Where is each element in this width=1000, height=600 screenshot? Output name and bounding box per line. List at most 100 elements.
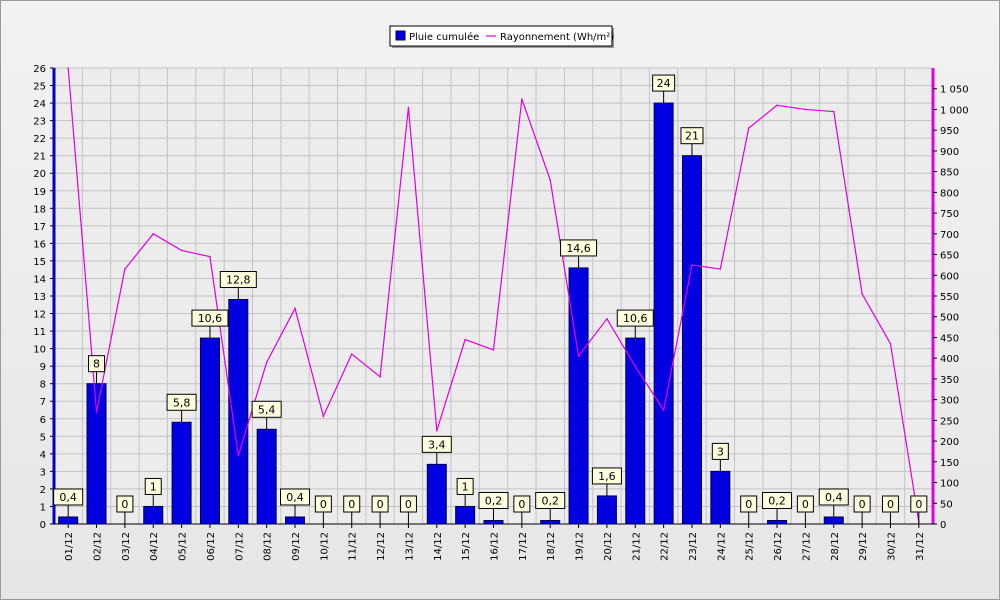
x-tick-label: 25/12 <box>745 532 756 561</box>
data-label: 14,6 <box>560 239 598 268</box>
line-point <box>719 268 722 270</box>
data-label-text: 1 <box>150 480 157 493</box>
legend-swatch-bar <box>395 30 406 41</box>
data-label-box <box>680 127 704 145</box>
line-point <box>492 349 495 351</box>
data-label-text: 10,6 <box>198 312 223 325</box>
right-tick-label: 900 <box>940 147 959 158</box>
line-point <box>67 67 69 69</box>
legend-label-line: Rayonnement (Wh/m²) <box>500 32 614 43</box>
x-tick-label: 26/12 <box>773 532 784 561</box>
bar <box>710 470 731 525</box>
left-tick-label: 26 <box>33 64 46 75</box>
left-tick-label: 22 <box>33 134 46 145</box>
bar-series <box>58 102 844 525</box>
data-label: 0,2 <box>535 491 566 521</box>
bar <box>455 505 476 525</box>
data-label: 0 <box>796 495 814 524</box>
data-label: 0 <box>881 495 899 524</box>
data-label-text: 0,2 <box>768 494 786 507</box>
left-tick-label: 17 <box>33 222 46 233</box>
left-tick-label: 6 <box>40 415 46 426</box>
data-label-text: 5,4 <box>258 403 276 416</box>
left-tick-label: 5 <box>40 432 46 443</box>
x-tick-label: 31/12 <box>915 532 926 561</box>
right-tick-label: 800 <box>940 188 959 199</box>
line-point <box>804 108 807 111</box>
left-tick-label: 4 <box>40 450 46 461</box>
left-axis: 0123456789101112131415161718192021222324… <box>33 64 56 531</box>
left-tick-label: 0 <box>40 520 46 531</box>
right-tick-label: 300 <box>940 396 959 407</box>
data-label-box <box>53 488 84 506</box>
data-label-text: 14,6 <box>566 242 591 255</box>
x-tick-label: 08/12 <box>263 532 274 561</box>
bar <box>767 519 788 525</box>
data-label: 0 <box>910 495 928 524</box>
data-label: 0,2 <box>762 491 793 521</box>
data-label-box <box>853 495 871 513</box>
x-tick-label: 19/12 <box>575 532 586 561</box>
right-tick-label: 1 000 <box>940 105 969 116</box>
data-label-text: 3 <box>717 445 724 458</box>
line-point <box>180 249 183 252</box>
left-tick-label: 12 <box>33 310 46 321</box>
line-point <box>549 179 552 181</box>
data-label-box <box>881 495 899 513</box>
data-label-text: 21 <box>685 130 699 143</box>
data-label-text: 0 <box>377 498 384 511</box>
x-tick-label: 20/12 <box>603 532 614 561</box>
right-tick-label: 1 050 <box>940 85 969 96</box>
legend: Pluie cumulée Rayonnement (Wh/m²) <box>389 25 614 48</box>
right-tick-label: 500 <box>940 313 959 324</box>
data-label-text: 0,4 <box>286 491 304 504</box>
bar <box>568 267 589 525</box>
x-tick-label: 28/12 <box>830 532 841 561</box>
data-label-text: 10,6 <box>623 312 648 325</box>
data-label: 0 <box>314 495 332 524</box>
right-tick-label: 200 <box>940 437 959 448</box>
right-tick-label: 700 <box>940 230 959 241</box>
line-point <box>464 338 466 341</box>
line-point <box>606 318 608 320</box>
data-label-box <box>762 491 793 509</box>
left-tick-label: 21 <box>33 152 46 163</box>
right-tick-label: 550 <box>940 292 959 303</box>
line-point <box>265 361 268 364</box>
bar <box>540 519 561 525</box>
x-tick-label: 02/12 <box>93 532 104 561</box>
data-label: 5,4 <box>251 400 282 430</box>
line-point <box>747 127 750 129</box>
right-tick-label: 150 <box>940 458 959 469</box>
line-point <box>521 98 523 100</box>
line-point <box>237 454 240 457</box>
line-point <box>209 255 211 258</box>
data-label: 12,8 <box>219 271 257 300</box>
data-label: 1,6 <box>591 467 622 496</box>
bar <box>653 102 674 525</box>
x-tick-label: 09/12 <box>291 532 302 561</box>
left-tick-label: 16 <box>33 239 46 250</box>
data-label-text: 0 <box>518 498 525 511</box>
right-tick-label: 0 <box>940 520 946 531</box>
line-point <box>294 307 296 310</box>
data-label-text: 24 <box>657 77 671 90</box>
left-tick-label: 2 <box>40 485 46 496</box>
x-tick-label: 14/12 <box>433 532 444 561</box>
data-label: 3,4 <box>421 435 452 465</box>
data-label: 0 <box>371 495 389 524</box>
right-tick-label: 50 <box>940 499 953 510</box>
x-tick-label: 07/12 <box>234 532 245 561</box>
left-tick-label: 23 <box>33 117 46 128</box>
data-label: 0 <box>116 495 134 524</box>
x-tick-label: 18/12 <box>546 532 557 561</box>
line-point <box>662 409 665 411</box>
x-tick-label: 06/12 <box>206 532 217 561</box>
right-tick-label: 950 <box>940 126 959 137</box>
data-label-box <box>314 495 332 513</box>
line-point <box>379 376 381 378</box>
data-label: 3 <box>711 442 729 472</box>
left-tick-label: 13 <box>33 292 46 303</box>
data-label-box <box>616 309 654 327</box>
line-point <box>776 104 778 107</box>
